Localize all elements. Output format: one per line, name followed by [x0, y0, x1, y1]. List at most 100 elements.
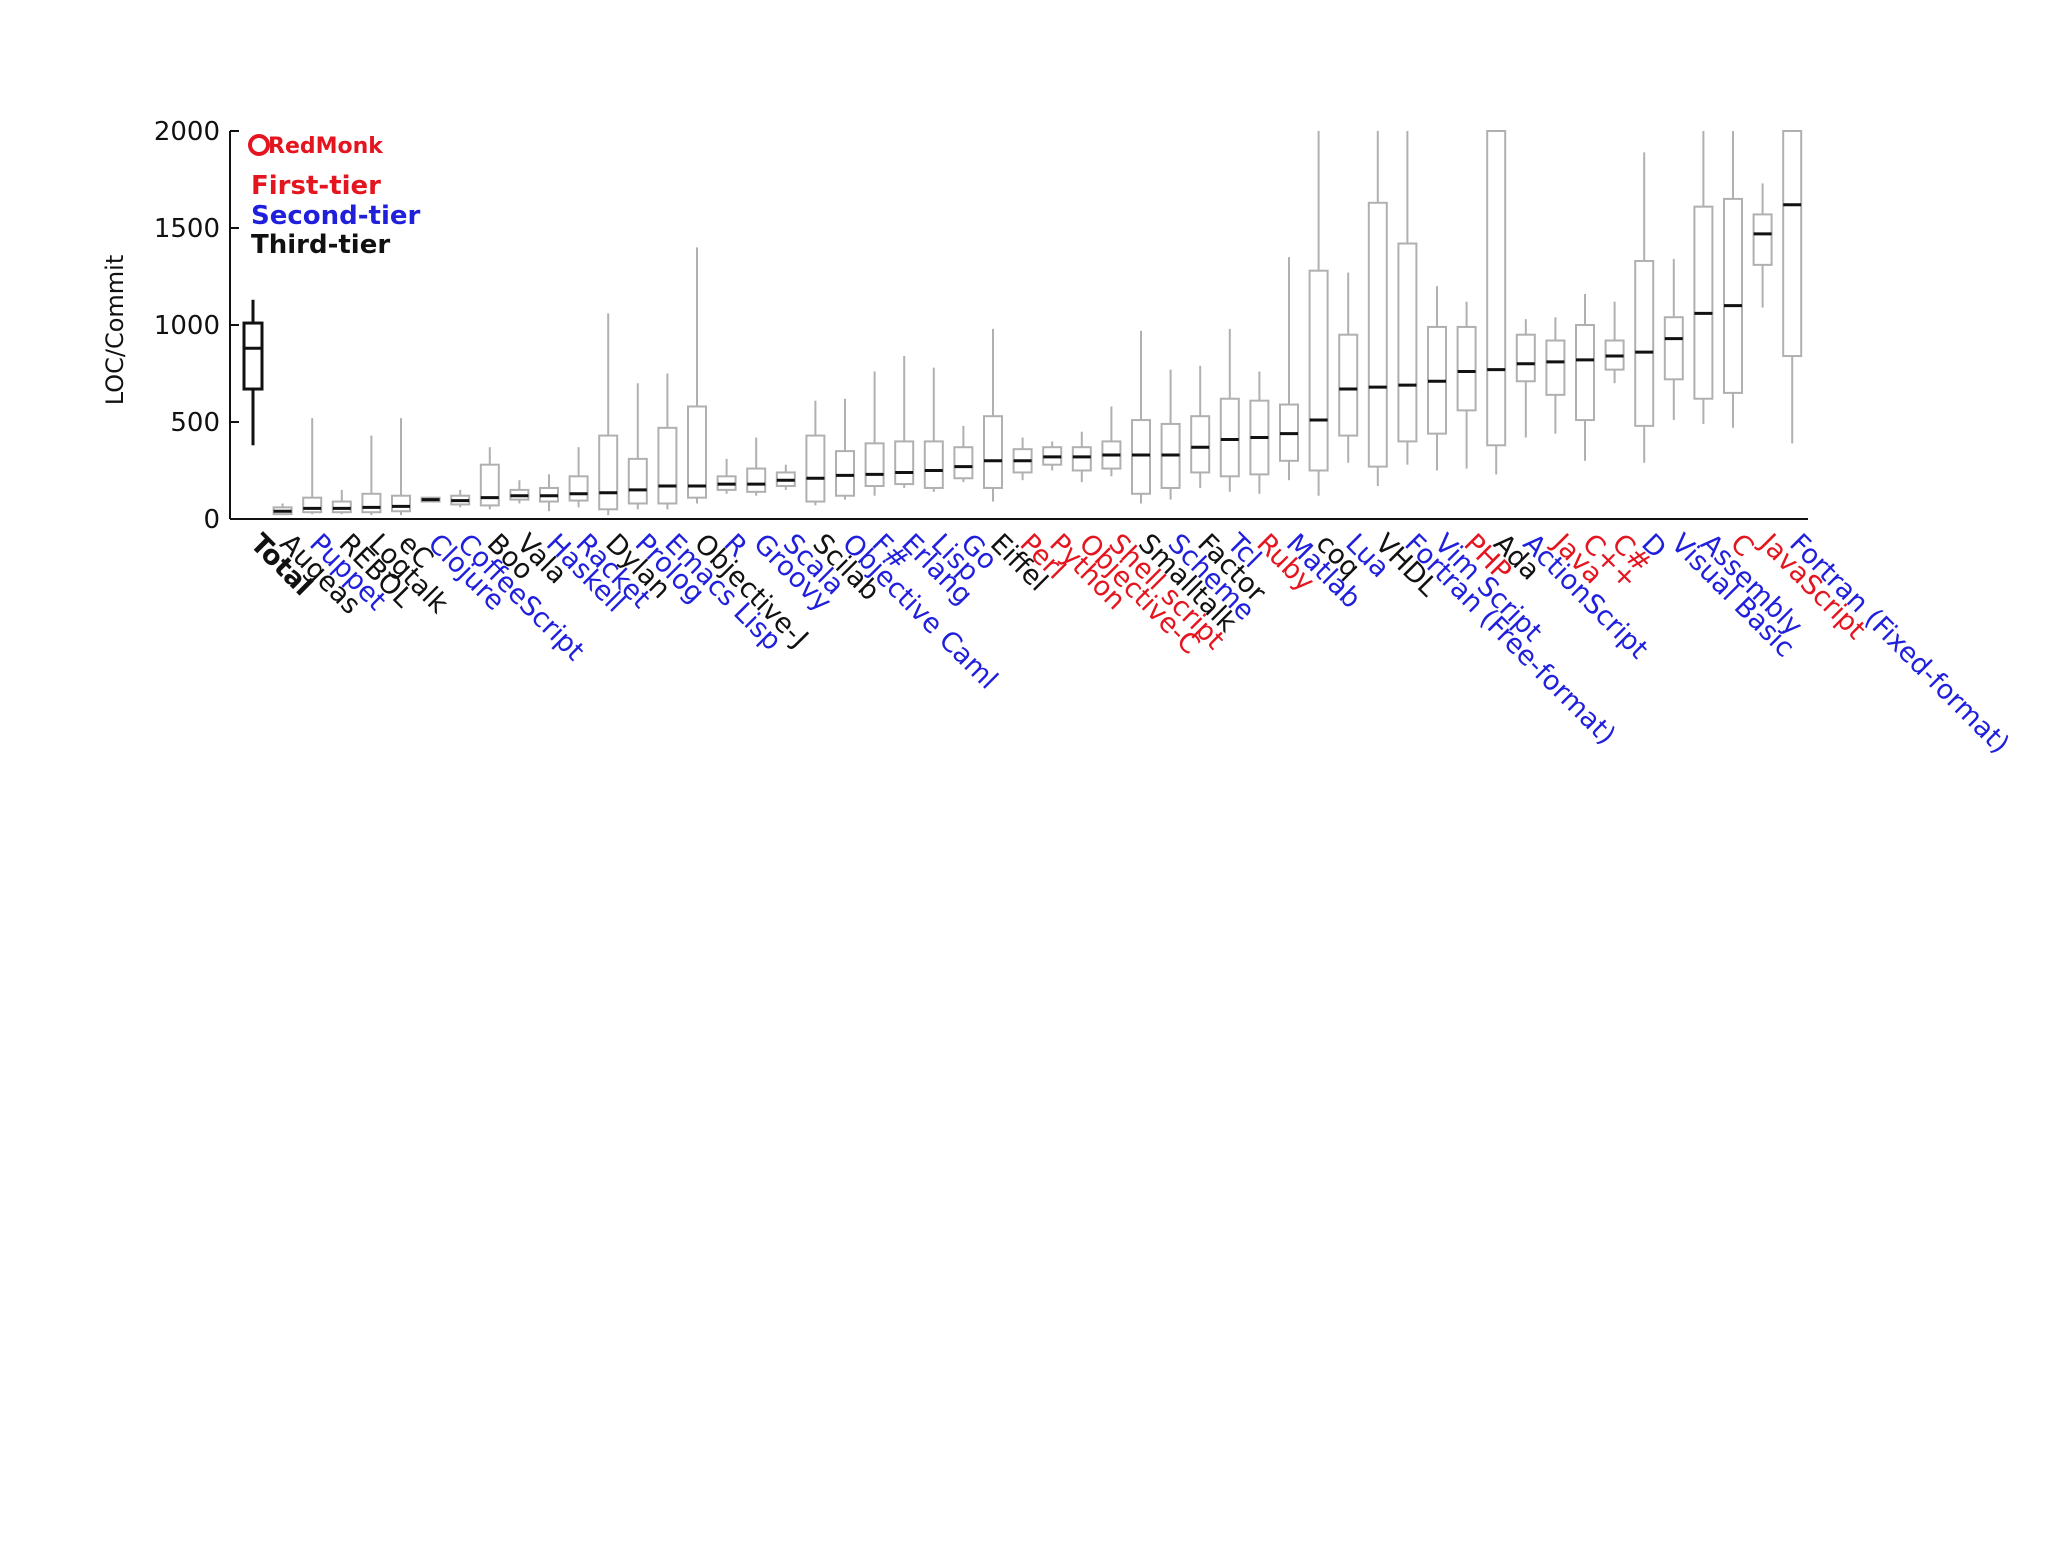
box-r — [716, 458, 737, 494]
box-eiffel — [983, 328, 1003, 502]
iqr-box — [1486, 130, 1507, 447]
box-vhdl — [1367, 131, 1388, 487]
box-vim-script — [1427, 286, 1447, 471]
y-tick-label: 1000 — [154, 311, 220, 341]
box-objective-c — [1071, 431, 1092, 483]
box-scheme — [1160, 369, 1181, 500]
box-php — [1456, 301, 1477, 469]
box-javascript — [1752, 183, 1773, 308]
iqr-box — [1575, 324, 1595, 422]
box-objective-caml — [835, 398, 855, 500]
iqr-box — [1190, 415, 1211, 474]
legend-entry-first-tier: First-tier — [251, 171, 381, 201]
legend-entry-third-tier: Third-tier — [251, 230, 390, 260]
box-racket — [568, 447, 589, 508]
box-c- — [1604, 301, 1625, 384]
iqr-box — [598, 434, 619, 511]
box-f- — [864, 371, 885, 496]
iqr-box — [242, 321, 264, 391]
iqr-box — [1634, 259, 1655, 427]
box-clojure — [420, 496, 441, 503]
iqr-box — [657, 426, 678, 505]
iqr-box — [1752, 213, 1773, 266]
box-scilab — [805, 400, 826, 506]
iqr-box — [1515, 333, 1536, 383]
iqr-box — [1219, 397, 1240, 478]
box-go — [953, 425, 974, 483]
box-d — [1634, 152, 1655, 463]
box-rebol — [331, 489, 352, 515]
box-lisp — [923, 367, 944, 492]
iqr-box — [953, 446, 974, 480]
iqr-box — [1545, 339, 1566, 396]
iqr-box — [1456, 325, 1477, 412]
box-boo — [479, 447, 500, 510]
y-tick-label: 2000 — [154, 117, 220, 147]
box-lua — [1338, 272, 1359, 463]
box-logtalk — [361, 435, 382, 516]
box-fortran-free-format- — [1397, 131, 1418, 465]
box-assembly — [1693, 131, 1714, 424]
y-tick-label: 0 — [203, 505, 220, 535]
box-c — [1723, 131, 1743, 428]
iqr-box — [1071, 446, 1092, 472]
iqr-box — [805, 434, 826, 503]
iqr-box — [361, 492, 382, 514]
iqr-box — [1693, 205, 1714, 400]
y-tick-label: 500 — [170, 408, 220, 438]
redmonk-logo: RedMonk — [248, 134, 384, 159]
iqr-box — [1131, 419, 1151, 495]
box-emacs-lisp — [657, 373, 678, 510]
iqr-box — [1723, 197, 1743, 394]
box-puppet — [302, 418, 323, 515]
boxes — [242, 130, 1803, 516]
box-coq — [1308, 131, 1329, 496]
y-tick-label: 1500 — [154, 214, 220, 244]
box-erlang — [894, 356, 915, 488]
iqr-box — [302, 496, 323, 514]
box-tcl — [1219, 328, 1240, 492]
iqr-box — [746, 467, 767, 493]
iqr-box — [391, 494, 411, 513]
redmonk-logo-icon — [248, 134, 270, 156]
legend-entry-second-tier: Second-tier — [251, 201, 421, 231]
axes: 0 500 1000 1500 2000 — [154, 117, 1808, 535]
box-smalltalk — [1131, 330, 1151, 504]
box-ec — [391, 418, 411, 516]
iqr-box — [864, 442, 885, 488]
category-label: Fortran (Fixed-format) — [1783, 528, 2015, 760]
box-c- — [1575, 293, 1595, 461]
box-python — [1042, 441, 1063, 471]
iqr-box — [1308, 269, 1329, 472]
iqr-box — [568, 475, 589, 502]
box-prolog — [627, 383, 648, 510]
box-actionscript — [1515, 319, 1536, 438]
iqr-box — [923, 440, 944, 489]
redmonk-logo-text: RedMonk — [268, 134, 384, 159]
iqr-box — [894, 440, 915, 486]
box-coffeescript — [450, 489, 471, 508]
box-java — [1545, 317, 1566, 434]
iqr-box — [627, 457, 648, 505]
box-shell-script — [1101, 406, 1122, 477]
iqr-box — [479, 463, 500, 507]
iqr-box — [983, 415, 1003, 489]
box-factor — [1190, 365, 1211, 488]
box-fortran-fixed-format- — [1782, 130, 1803, 444]
iqr-box — [1782, 130, 1803, 358]
box-objective-j — [687, 247, 707, 504]
box-augeas — [272, 503, 293, 516]
box-total — [242, 299, 264, 446]
box-perl — [1012, 437, 1033, 481]
box-haskell — [539, 474, 559, 512]
box-dylan — [598, 313, 619, 516]
iqr-box — [687, 405, 707, 499]
box-scala — [775, 464, 796, 490]
iqr-box — [835, 450, 855, 497]
iqr-box — [1397, 242, 1418, 443]
y-axis-label: LOC/Commit — [101, 255, 129, 406]
iqr-box — [1367, 201, 1388, 468]
category-labels: TotalAugeasPuppetREBOLLogtalkeCClojureCo… — [244, 527, 2015, 760]
